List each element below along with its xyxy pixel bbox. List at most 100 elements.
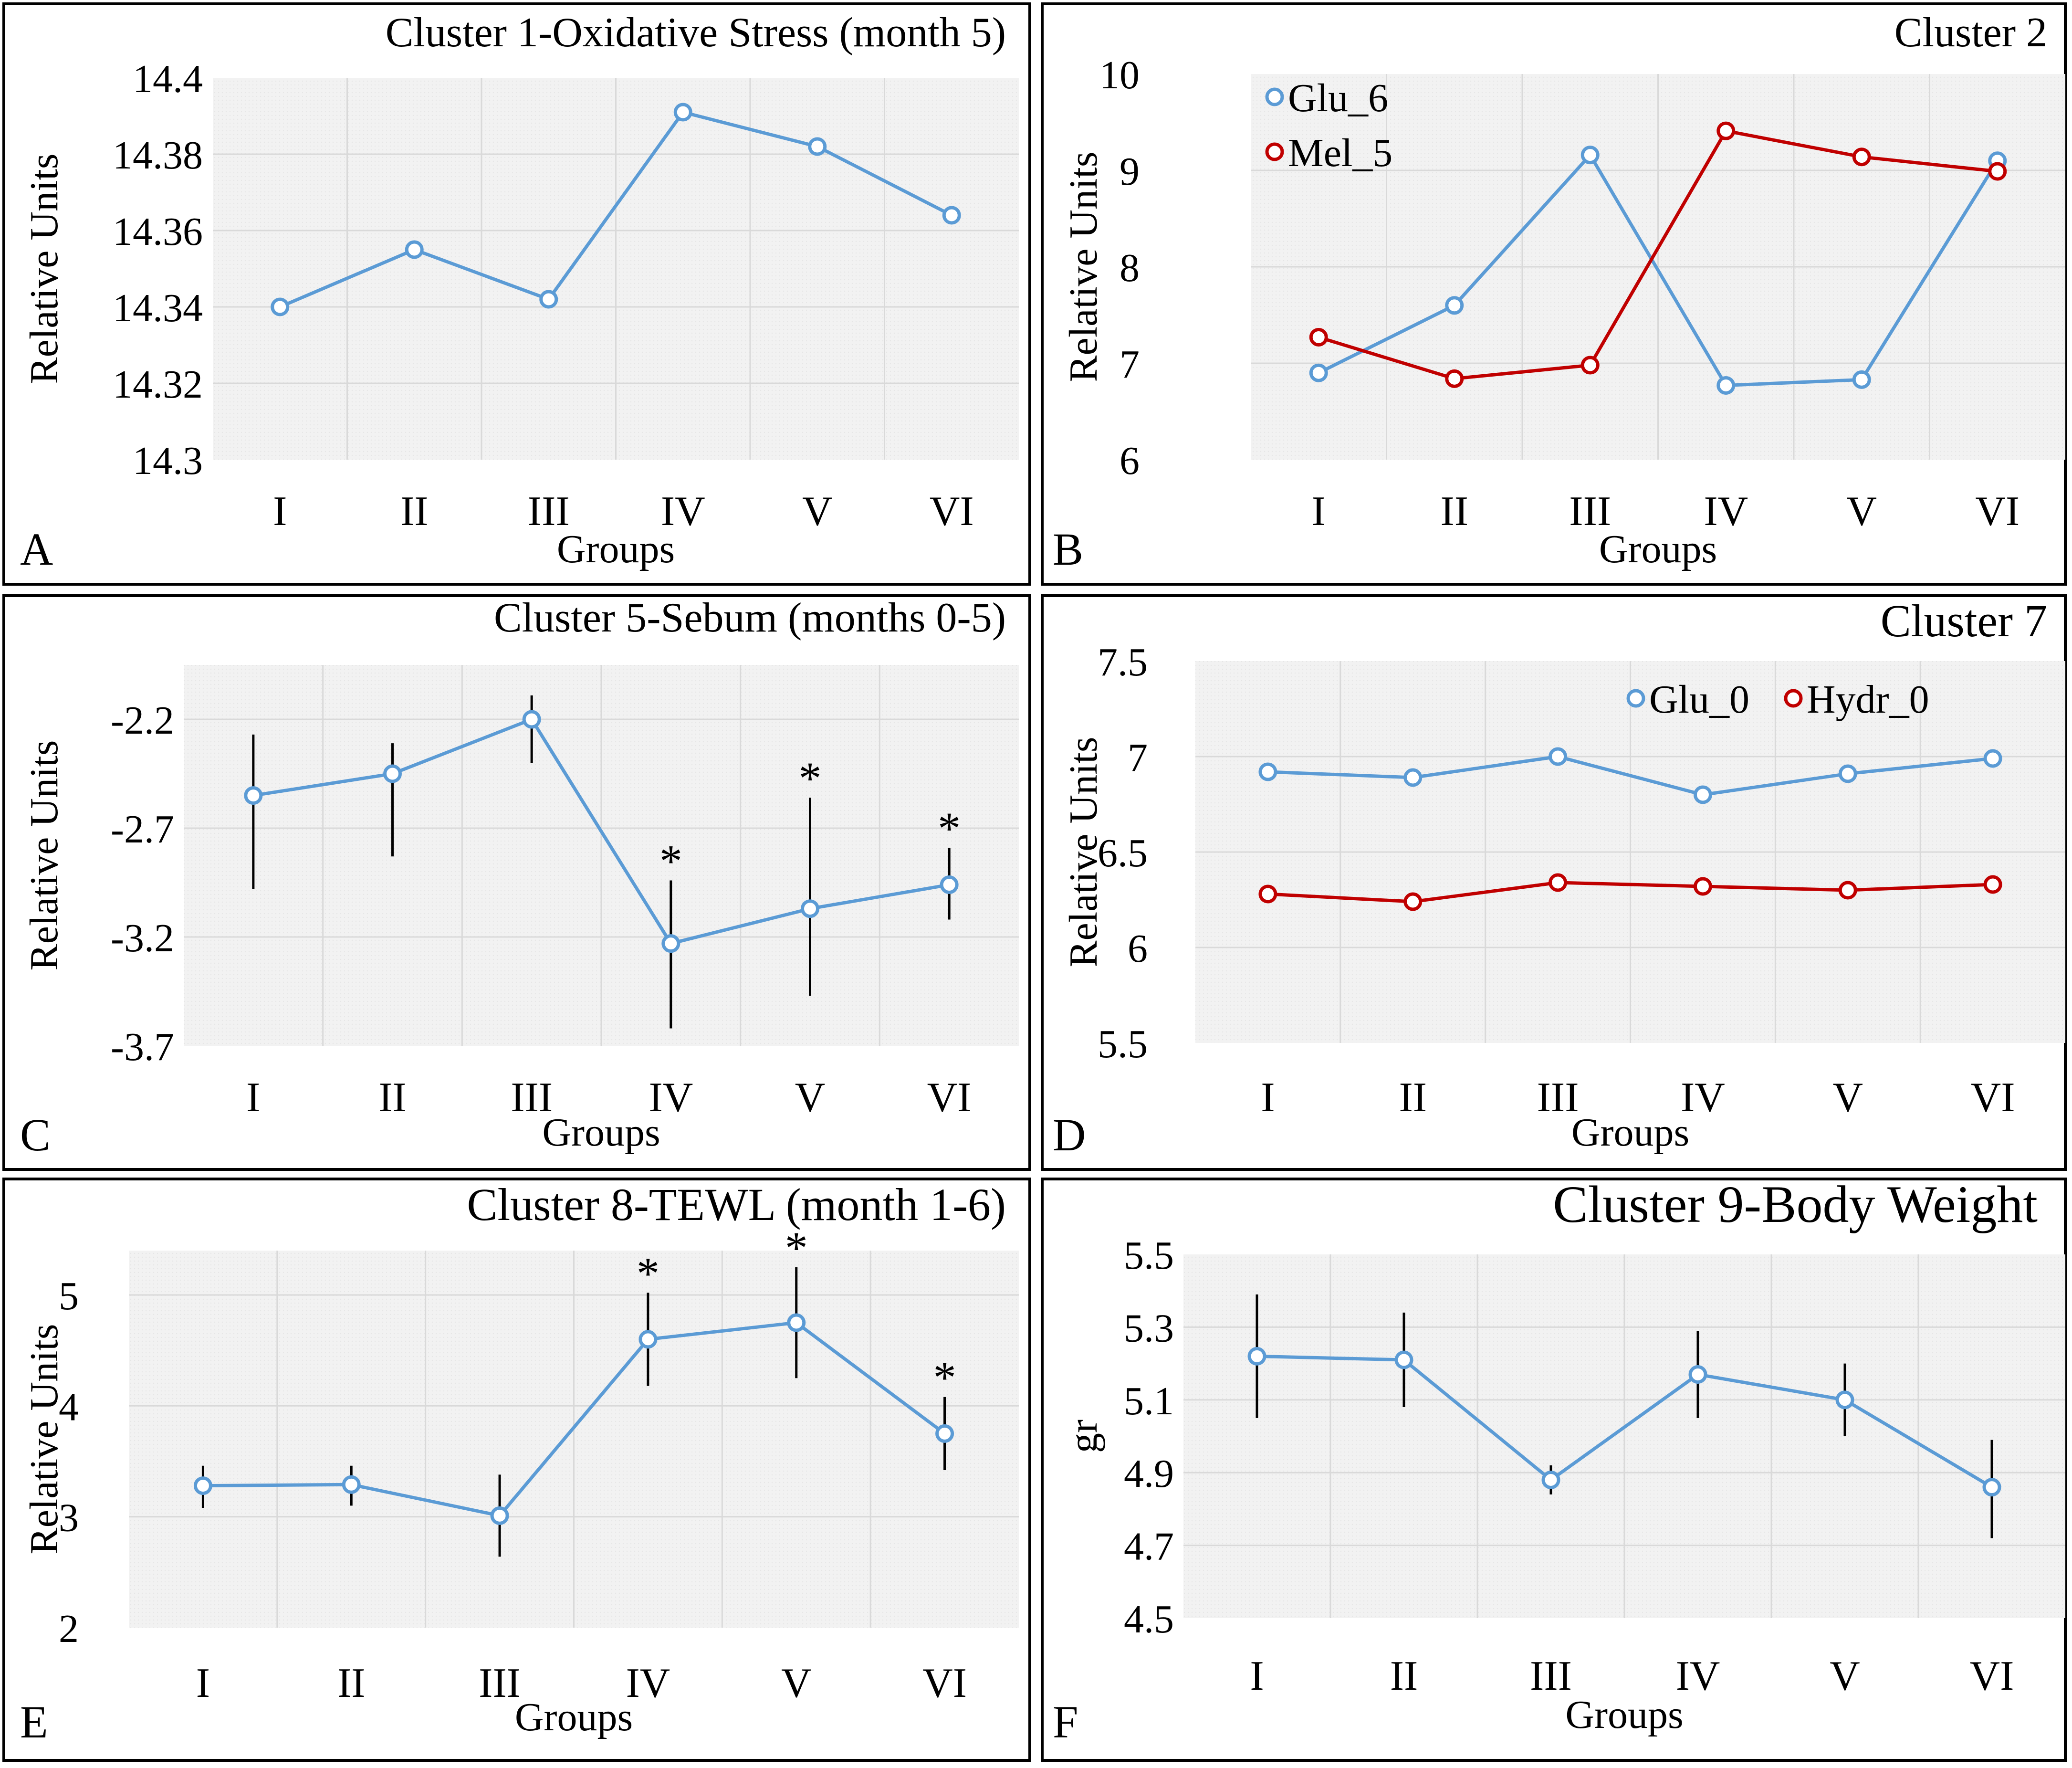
series-main <box>271 103 961 316</box>
x-tick-label: II <box>1440 488 1468 535</box>
x-tick-label: I <box>1312 488 1326 535</box>
data-point <box>1988 162 2007 181</box>
data-point <box>1983 749 2002 768</box>
x-tick-label: V <box>781 1660 812 1706</box>
y-tick-label: 5.5 <box>1124 1233 1174 1278</box>
x-tick-label: IV <box>1676 1653 1720 1699</box>
series-main <box>1247 1294 2001 1538</box>
x-tick-label: VI <box>927 1074 972 1121</box>
series-line <box>1267 755 1993 797</box>
y-tick-label: 5.3 <box>1124 1306 1174 1350</box>
y-tick-label: 7.5 <box>1098 640 1148 684</box>
series-line <box>1318 129 1998 380</box>
x-tick-label: III <box>479 1660 521 1706</box>
y-tick-label: 7 <box>1120 342 1140 387</box>
x-tick-label: III <box>1569 488 1611 535</box>
data-point <box>1838 764 1857 783</box>
data-point <box>787 1313 806 1332</box>
panel-letter: C <box>20 1109 51 1160</box>
data-point <box>801 899 819 918</box>
y-tick-label: -3.7 <box>111 1025 174 1069</box>
series-line <box>203 1321 946 1518</box>
data-point <box>638 1330 658 1349</box>
data-point <box>940 875 959 895</box>
y-tick-label: 5.1 <box>1124 1379 1174 1423</box>
y-tick-label: -2.2 <box>111 698 174 743</box>
x-tick-label: IV <box>661 488 705 535</box>
y-tick-label: 14.36 <box>113 210 203 254</box>
x-axis-label: Groups <box>1571 1110 1689 1155</box>
significance-marker: * <box>659 835 682 886</box>
x-tick-label: I <box>196 1660 210 1706</box>
significance-marker: * <box>637 1248 659 1299</box>
y-axis-label: Relative Units <box>22 740 66 971</box>
series-main: * * * <box>244 695 961 1029</box>
significance-marker: * <box>799 753 822 804</box>
significance-marker: * <box>785 1222 808 1273</box>
x-axis-label: Groups <box>542 1110 660 1155</box>
data-point <box>1258 762 1277 781</box>
x-tick-label: II <box>337 1660 366 1706</box>
series-line <box>1267 881 1993 904</box>
x-tick-label: V <box>1846 488 1877 535</box>
legend-label: Glu_6 <box>1288 76 1388 120</box>
data-point <box>1835 1390 1854 1410</box>
x-tick-label: II <box>378 1074 407 1121</box>
series-main: * * * <box>193 1222 956 1557</box>
y-axis-label: Relative Units <box>1061 737 1106 968</box>
panel-frame <box>2 1178 1031 1762</box>
data-point <box>1688 1365 1707 1384</box>
y-tick-label: 14.34 <box>113 286 203 330</box>
panel-letter: B <box>1053 524 1083 575</box>
y-tick-label: -3.2 <box>111 916 174 960</box>
data-point <box>522 710 541 729</box>
x-tick-label: VI <box>1975 488 2020 535</box>
data-point <box>1309 363 1328 382</box>
data-point <box>808 137 827 156</box>
x-tick-label: III <box>528 488 570 535</box>
series-line <box>1256 1354 1993 1489</box>
data-point <box>1580 146 1600 165</box>
y-tick-label: 2 <box>59 1607 79 1651</box>
x-axis-label: Groups <box>1599 527 1717 571</box>
panel-c: -2.2-2.7-3.2-3.7I II III IV V VIGroupsRelativ… <box>2 594 1031 1171</box>
x-tick-label: VI <box>1970 1653 2014 1699</box>
chart-title: Cluster 9-Body Weight <box>1553 1175 2038 1233</box>
data-point <box>1693 877 1712 896</box>
x-tick-label: VI <box>930 488 974 535</box>
y-tick-label: 4 <box>59 1385 79 1429</box>
data-point <box>1982 1478 2001 1497</box>
y-tick-label: 8 <box>1120 246 1140 290</box>
series-glu-6 <box>1309 146 2007 395</box>
data-point <box>673 103 692 122</box>
significance-marker: * <box>933 1352 956 1403</box>
y-tick-label: -2.7 <box>111 807 174 852</box>
panel-f: 4.54.74.95.15.35.5I II III IV V VIGroupsgrClu… <box>1041 1175 2067 1762</box>
data-point <box>1580 356 1600 375</box>
y-tick-label: 7 <box>1128 736 1148 780</box>
x-tick-label: IV <box>626 1660 670 1706</box>
data-point <box>1309 327 1328 347</box>
legend-label: Glu_0 <box>1649 677 1749 722</box>
data-point <box>383 764 402 783</box>
y-tick-label: 6.5 <box>1098 831 1148 875</box>
x-tick-label: VI <box>922 1660 967 1706</box>
data-point <box>1549 747 1568 766</box>
data-point <box>193 1476 212 1495</box>
x-tick-label: IV <box>649 1074 693 1121</box>
x-tick-label: IV <box>1704 488 1748 535</box>
data-point <box>1247 1347 1266 1366</box>
data-point <box>1258 884 1277 904</box>
data-point <box>1852 370 1871 389</box>
series-mel-5 <box>1309 121 2007 388</box>
legend-label: Hydr_0 <box>1807 677 1929 722</box>
y-tick-label: 14.38 <box>113 133 203 178</box>
chart-title: Cluster 5-Sebum (months 0-5) <box>494 595 1006 641</box>
x-tick-label: I <box>246 1074 260 1121</box>
y-tick-label: 5 <box>59 1274 79 1318</box>
data-point <box>1716 376 1736 395</box>
data-point <box>935 1424 954 1443</box>
